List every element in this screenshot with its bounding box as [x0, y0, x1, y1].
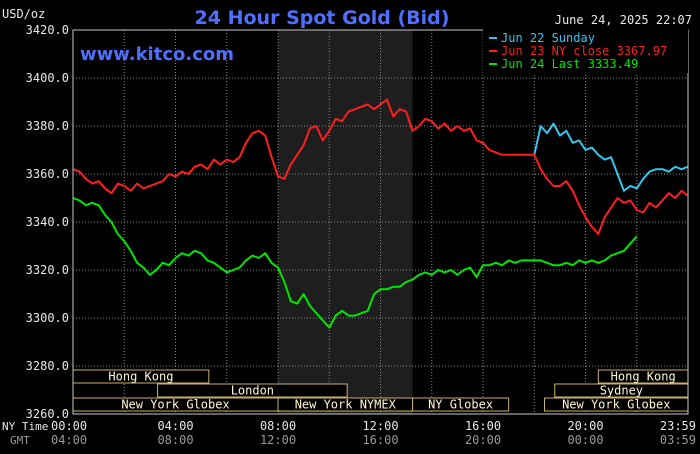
y-axis-labels: 3420.0 3400.0 3380.0 3360.0 3340.0 3320.0 3300…	[26, 23, 69, 421]
session-label: New York Globex	[562, 398, 670, 412]
x-tick-label-ny: 20:00	[567, 419, 603, 433]
session-label: NY Globex	[428, 398, 493, 412]
x-tick-label-gmt: 04:00	[51, 433, 87, 447]
plot-frame	[72, 29, 689, 415]
legend-label: Jun 24 Last 3333.49	[501, 57, 638, 71]
x-tick-label-gmt: 03:59	[660, 433, 696, 447]
legend-box	[483, 29, 688, 73]
y-tick-label: 3300.0	[26, 311, 69, 325]
chart-title: 24 Hour Spot Gold (Bid)	[195, 7, 450, 29]
timestamp: June 24, 2025 22:07	[555, 13, 692, 27]
legend-label: Jun 23 NY close 3367.97	[501, 44, 667, 58]
x-tick-label-ny: 08:00	[260, 419, 296, 433]
series-line	[72, 197, 638, 329]
x-tick-label-gmt: 20:00	[465, 433, 501, 447]
x-tick-label-gmt: 00:00	[567, 433, 603, 447]
y-tick-label: 3380.0	[26, 119, 69, 133]
session-bar	[412, 397, 510, 412]
y-tick-label: 3320.0	[26, 263, 69, 277]
x-tick-label-ny: 00:00	[51, 419, 87, 433]
session-label: Hong Kong	[108, 370, 173, 384]
price-series	[72, 98, 689, 329]
site-watermark: www.kitco.com	[80, 44, 234, 65]
x-axis-labels: 00:0004:0004:0008:0008:0012:0012:0016:00…	[51, 419, 696, 447]
session-bar	[157, 383, 348, 398]
x-tick-label-ny: 16:00	[465, 419, 501, 433]
y-tick-label: 3420.0	[26, 23, 69, 37]
gmt-label: GMT	[10, 434, 30, 447]
nymex-session-shade	[278, 30, 413, 414]
series-line	[533, 122, 688, 192]
x-tick-label-gmt: 08:00	[157, 433, 193, 447]
session-label: New York Globex	[121, 398, 229, 412]
series-line	[72, 98, 689, 235]
x-tick-label-gmt: 12:00	[260, 433, 296, 447]
legend-label: Jun 22 Sunday	[501, 31, 595, 45]
ny-time-label: NY Time	[2, 420, 48, 433]
x-tick-label-gmt: 16:00	[362, 433, 398, 447]
y-tick-label: 3400.0	[26, 71, 69, 85]
y-tick-label: 3260.0	[26, 407, 69, 421]
y-tick-label: 3360.0	[26, 167, 69, 181]
y-tick-label: 3340.0	[26, 215, 69, 229]
session-label: London	[231, 384, 274, 398]
x-tick-label-ny: 04:00	[157, 419, 193, 433]
x-tick-label-ny: 12:00	[362, 419, 398, 433]
y-tick-label: 3280.0	[26, 359, 69, 373]
session-label: New York NYMEX	[295, 398, 397, 412]
session-label: Hong Kong	[611, 370, 676, 384]
x-tick-label-ny: 23:59	[660, 419, 696, 433]
y-axis-unit: USD/oz	[2, 7, 45, 21]
session-label: Sydney	[600, 384, 643, 398]
